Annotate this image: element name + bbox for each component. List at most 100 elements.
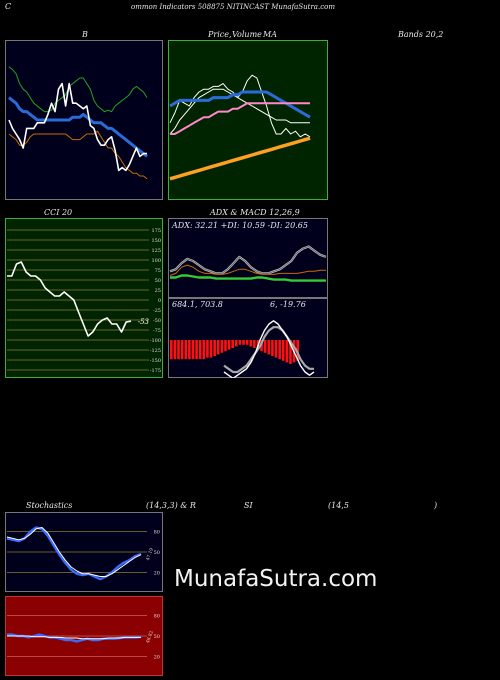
macd-histogram-bar [227,340,231,350]
panel-background [5,218,163,378]
price-ma-orange-line [169,136,311,181]
cci-label: CCI 20 [44,208,73,217]
macd-histogram-bar [235,340,238,347]
bollinger-middle-line [8,96,148,158]
price-label-c: MA [263,30,277,39]
cci-tick-label: 50 [155,278,161,284]
adx-plus-di-line [170,274,326,282]
bollinger-lower-line [8,130,148,180]
rsi-chart: 80 50 20 48.82 [5,596,163,676]
cci-panel: 175 150 125 100 75 50 25 0 -25 -50 -75 -100 -125 -150… [5,218,163,378]
macd-histogram-bar [170,340,173,360]
cci-tick-label: 25 [155,288,161,294]
macd-histogram-bar [278,340,281,360]
macd-histogram-bar [281,340,285,361]
macd-histogram-bar [289,340,292,364]
watermark: MunafaSutra.com [174,566,378,592]
cci-tick-label: 175 [151,228,161,234]
stoch-label-e: ) [434,501,438,510]
macd-label-b: 6, -19.76 [270,300,306,309]
stochastics-chart: 80 50 20 47.19 [5,512,163,592]
cci-tick-label: -150 [150,358,161,364]
cci-tick-label: 75 [155,268,161,274]
macd-histogram-bar [274,340,278,358]
macd-signal-line [223,326,314,374]
price-label-a: Price, [208,30,232,39]
macd-histogram-bar [267,340,271,355]
macd-histogram-bar [253,340,256,348]
cci-tick-label: 150 [151,238,161,244]
macd-histogram-bar [213,340,216,356]
rsi-panel: 80 50 20 48.82 [5,596,163,676]
stoch-label-c: SI [244,501,253,510]
macd-histogram-bar [191,340,195,360]
macd-histogram-bar [195,340,198,360]
stoch-label-b: (14,3,3) & R [146,501,196,510]
osc-tick-label: 20 [154,654,160,660]
macd-histogram-bar [231,340,234,348]
cci-chart: 175 150 125 100 75 50 25 0 -25 -50 -75 -100 -125 -150… [5,218,163,378]
macd-histogram-bar [285,340,289,363]
bollinger-panel [5,40,163,200]
bands-label: Bands 20,2 [398,30,444,39]
macd-histogram-bar [263,340,267,353]
price-ma-pink-line [170,102,310,135]
panel-background [168,40,328,200]
cci-tick-label: -125 [150,348,161,354]
price-panel [168,40,328,200]
macd-histogram-bar [220,340,224,353]
adx-panel [168,218,328,298]
header-title: ommon Indicators 508875 NITINCAST Munafa… [131,3,335,11]
macd-histogram-bar [271,340,274,356]
bollinger-price-line [8,82,147,172]
macd-histogram-bar [296,340,299,361]
rsi-last-value: 48.82 [145,630,155,644]
macd-histogram-bar [242,340,245,345]
macd-histogram-bar [198,340,202,360]
osc-tick-label: 20 [154,570,160,576]
macd-histogram-bar [177,340,180,360]
adx-chart [168,218,328,298]
macd-histogram-bar [238,340,242,345]
adx-label: ADX & MACD 12,26,9 [210,208,300,217]
stochastics-k-line [6,526,142,581]
cci-tick-label: 0 [158,298,161,304]
cci-tick-label: -75 [153,328,161,334]
bollinger-label: B [82,30,88,39]
macd-histogram-bar [184,340,188,360]
cci-tick-label: 125 [151,248,161,254]
macd-histogram-bar [188,340,191,360]
macd-histogram-bar [206,340,209,358]
panel-background [168,218,328,298]
macd-histogram-bar [249,340,253,347]
macd-histogram-bar [224,340,227,352]
cci-tick-label: 100 [151,258,161,264]
osc-tick-label: 50 [154,550,160,556]
cci-tick-label: -25 [153,308,161,314]
macd-histogram-bar [202,340,206,360]
stoch-label-a: Stochastics [26,501,73,510]
osc-tick-label: 80 [154,614,160,620]
price-label-b: Volume [232,30,262,39]
header-left: C [5,2,12,11]
cci-tick-label: -100 [150,338,161,344]
cci-line [7,261,132,337]
bollinger-chart [5,40,163,200]
stochastics-panel: 80 50 20 47.19 [5,512,163,592]
price-chart [168,40,328,200]
macd-histogram-bar [216,340,220,355]
macd-histogram-bar [209,340,213,358]
cci-tick-label: -50 [153,318,161,324]
price-ma-short-line [169,88,310,135]
macd-chart [168,298,328,378]
stochastics-d-line [6,527,142,577]
macd-histogram-bar [173,340,177,360]
stoch-label-d: (14,5 [328,501,349,510]
osc-tick-label: 50 [154,634,160,640]
macd-panel [168,298,328,378]
adx-shadow-line [169,246,327,274]
macd-line [223,320,315,378]
macd-label-a: 684.1, 703.8 [172,300,223,309]
adx-minus-di-line [169,264,326,276]
bollinger-upper-line [8,66,148,113]
